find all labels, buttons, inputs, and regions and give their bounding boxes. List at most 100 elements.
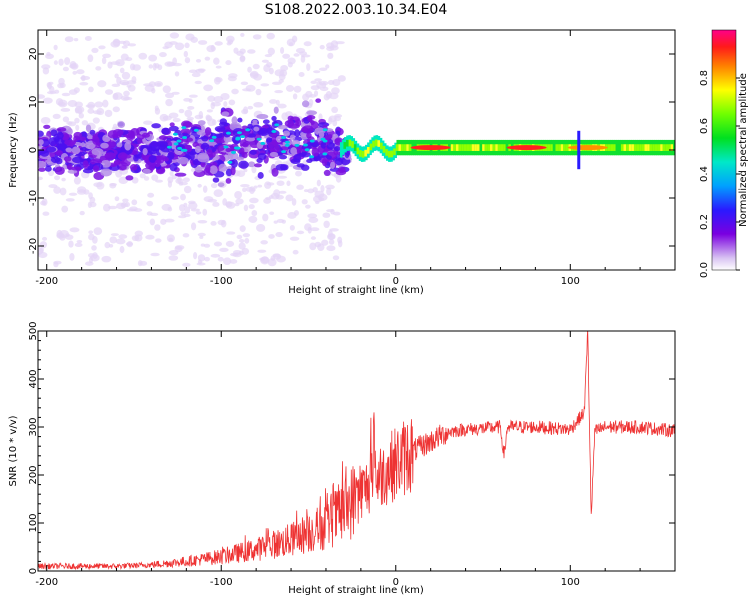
spectrogram-noise-blob (39, 241, 48, 249)
spectrogram-bright-spot (302, 143, 308, 147)
spectrogram-band-blob (54, 166, 65, 175)
spectrogram-hotspot (506, 145, 547, 151)
spectrogram-coherent-core (641, 144, 645, 151)
colorbar-scale (711, 29, 737, 271)
spectrogram-noise-blob (62, 116, 70, 123)
spectrogram-bright-spot (181, 126, 187, 130)
spectrogram-coherent-core (487, 144, 490, 151)
spectrogram-coherent-core (644, 144, 648, 151)
spectrogram-noise-blob (104, 241, 111, 249)
spectrogram-noise-blob (310, 80, 318, 85)
spectrogram-band-blob (55, 150, 64, 156)
spectrogram-coherent-core (471, 144, 475, 151)
spectrogram-noise-blob (210, 221, 217, 226)
spectrogram-coherent-core (346, 139, 349, 147)
spectrogram-noise-blob (293, 85, 302, 93)
spectrogram-band-blob (62, 133, 70, 141)
spectrogram-bright-spot (211, 135, 217, 139)
spectrogram-noise-blob (280, 65, 289, 72)
spectrogram-band-blob (321, 158, 328, 167)
spectrogram-noise-blob (87, 201, 92, 209)
spectrogram-coherent-core (497, 144, 501, 151)
spectrogram-band-blob (247, 161, 256, 168)
spectrogram-noise-blob (242, 187, 247, 192)
spectrogram-noise-blob (170, 196, 180, 200)
spectrogram-noise-blob (56, 232, 65, 239)
spectrogram-noise-blob (228, 99, 236, 106)
spectrogram-noise-blob (251, 166, 257, 174)
spectrogram-band-blob (262, 119, 270, 125)
spectrogram-noise-blob (247, 49, 256, 54)
spectrogram-band-blob (174, 172, 187, 177)
spectrogram-noise-blob (73, 87, 80, 93)
spectrogram-coherent-core (343, 142, 347, 149)
spectrogram-noise-blob (101, 255, 112, 263)
spectrogram-coherent-core (372, 140, 375, 148)
spectrogram-noise-blob (48, 81, 54, 85)
spectrogram-noise-blob (131, 199, 138, 206)
spectrogram-noise-blob (190, 36, 198, 43)
spectrogram-noise-blob (98, 45, 106, 50)
spectrogram-noise-blob (273, 189, 281, 197)
spectrogram-noise-blob (126, 84, 132, 88)
spectrogram-noise-blob (207, 95, 216, 102)
spectrogram-noise-blob (164, 92, 175, 99)
spectrogram-noise-blob (147, 192, 155, 198)
spectrogram-noise-blob (269, 211, 275, 215)
spectrogram-band-blob (67, 128, 73, 135)
spectrogram-bright-spot (240, 135, 246, 139)
spectrogram-noise-blob (164, 41, 173, 49)
spectrogram-noise-blob (148, 64, 153, 69)
spectrogram-noise-blob (139, 173, 146, 179)
spectrogram-coherent-core (484, 144, 488, 151)
spectrogram-noise-blob (307, 213, 318, 219)
spectrogram-noise-blob (69, 252, 75, 261)
spectrogram-noise-blob (94, 101, 104, 108)
spectrogram-noise-blob (306, 63, 311, 72)
snr-y-tick-label: 400 (28, 369, 39, 388)
spectrogram-noise-blob (112, 106, 120, 113)
spectrogram-coherent-core (495, 144, 498, 151)
spectrogram-band-blob (294, 129, 300, 138)
spectrogram-band-blob (117, 121, 126, 129)
spectrogram-noise-blob (61, 92, 71, 97)
snr-line (38, 331, 675, 571)
spectrogram-noise-blob (273, 220, 278, 224)
spectrogram-noise-blob (332, 119, 338, 127)
spectrogram-noise-blob (162, 85, 171, 94)
spectrogram-noise-blob (250, 188, 256, 192)
spectrogram-noise-blob (184, 109, 193, 118)
spectrogram-noise-blob (169, 170, 174, 177)
spectrogram-noise-blob (54, 89, 60, 94)
spectrogram-noise-blob (240, 184, 250, 188)
spectrogram-coherent-core (492, 144, 496, 151)
spectrogram-noise-blob (110, 61, 121, 65)
spectrogram-coherent-core (615, 144, 619, 151)
spectrogram-glitch (577, 130, 581, 170)
colorbar-tick-label: 0.2 (699, 214, 710, 230)
spectrogram-noise-blob (248, 215, 258, 223)
spectrogram-noise-blob (155, 179, 163, 183)
spectrogram-noise-blob (253, 101, 264, 108)
spectrogram-band-blob (38, 139, 44, 146)
spectrogram-noise-blob (183, 97, 191, 102)
spectrogram-band-blob (92, 165, 100, 173)
spectrogram-noise-blob (45, 53, 54, 60)
spectrogram-noise-blob (225, 60, 232, 66)
spectrogram-noise-blob (325, 91, 332, 99)
spectrogram-noise-blob (115, 169, 123, 178)
spectrogram-coherent-core (670, 144, 674, 151)
spectrogram-noise-blob (262, 213, 269, 222)
spectrogram-band-blob (333, 145, 341, 152)
spectrogram-bright-spot (177, 146, 183, 150)
spectrogram-noise-blob (119, 67, 125, 74)
spectrogram-noise-blob (75, 124, 80, 131)
spectrogram-noise-blob (275, 99, 280, 106)
spectrogram-noise-blob (240, 81, 249, 86)
spectrogram-noise-blob (267, 47, 275, 56)
spectrogram-noise-blob (197, 259, 203, 265)
spectrogram-noise-blob (184, 57, 191, 64)
spectrogram-noise-blob (154, 105, 159, 111)
spectrogram-noise-blob (178, 108, 185, 114)
